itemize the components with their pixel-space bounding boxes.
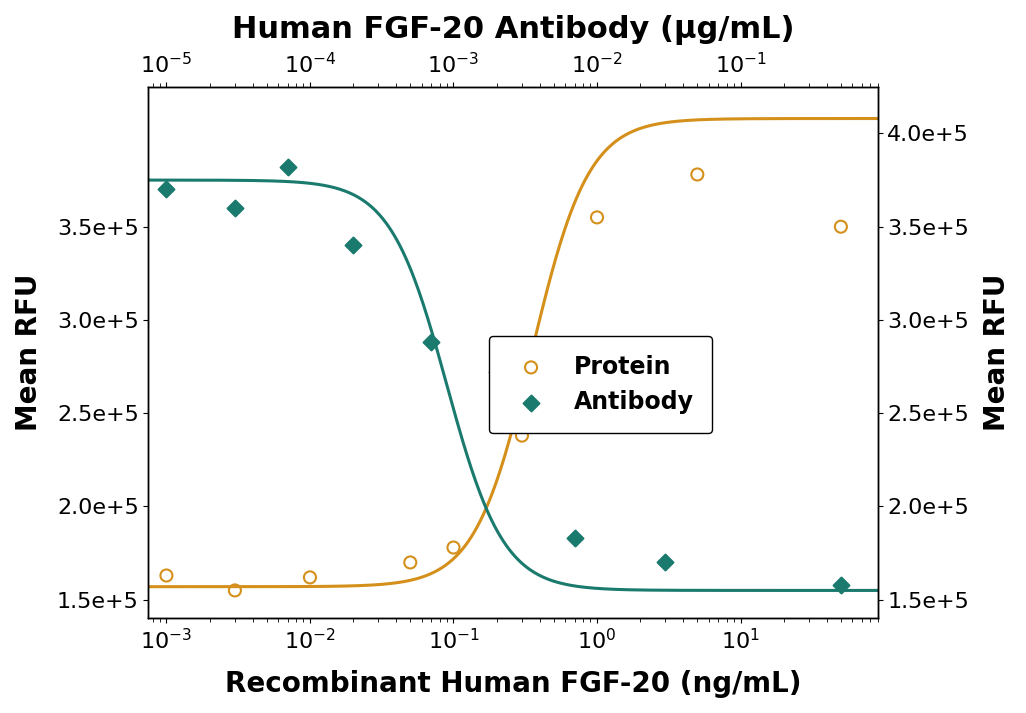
Protein (158, 570, 174, 581)
Antibody (227, 202, 243, 214)
Protein (302, 572, 318, 583)
Protein (514, 430, 530, 441)
X-axis label: Human FGF-20 Antibody (μg/mL): Human FGF-20 Antibody (μg/mL) (232, 15, 794, 45)
Antibody (423, 337, 439, 348)
Protein (689, 169, 706, 180)
Y-axis label: Mean RFU: Mean RFU (983, 274, 1011, 431)
Protein (227, 585, 243, 596)
Y-axis label: Mean RFU: Mean RFU (15, 274, 43, 431)
Protein (589, 212, 605, 223)
Antibody (658, 557, 674, 568)
X-axis label: Recombinant Human FGF-20 (ng/mL): Recombinant Human FGF-20 (ng/mL) (225, 670, 801, 698)
Protein (833, 221, 850, 232)
Legend: Protein, Antibody: Protein, Antibody (488, 336, 712, 434)
Antibody (279, 161, 295, 173)
Antibody (566, 533, 583, 544)
Protein (445, 542, 462, 553)
Antibody (158, 184, 174, 195)
Antibody (833, 579, 850, 590)
Antibody (488, 366, 505, 378)
Antibody (345, 240, 361, 251)
Protein (402, 557, 419, 568)
